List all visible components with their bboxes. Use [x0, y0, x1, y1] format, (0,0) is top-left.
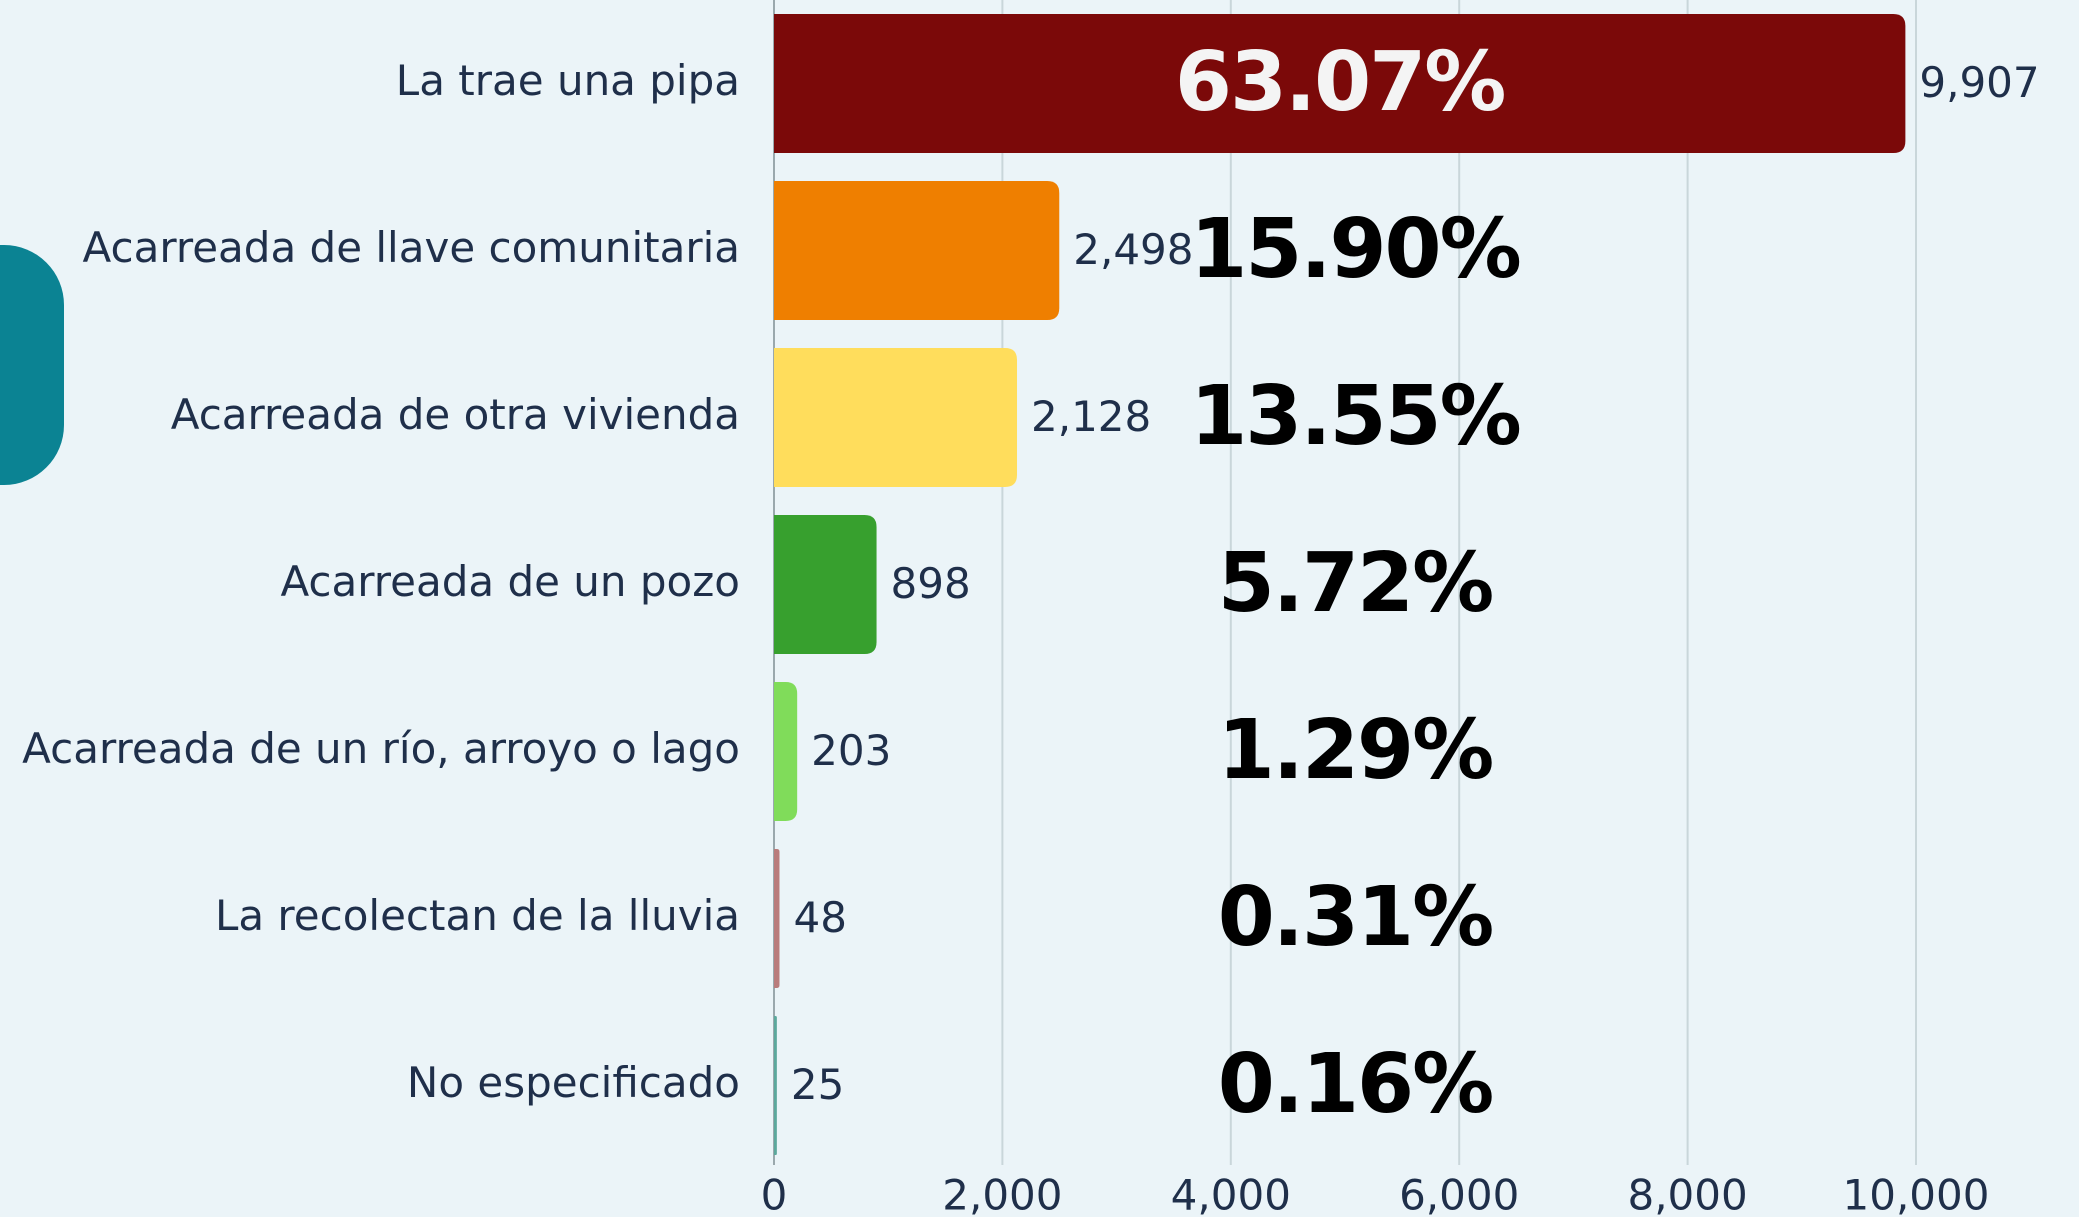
value-label: 25	[791, 1060, 844, 1109]
bar	[774, 849, 780, 988]
percent-label: 0.16%	[1218, 1037, 1492, 1132]
category-label: Acarreada de un pozo	[280, 557, 740, 606]
value-label: 203	[811, 726, 891, 775]
percent-label: 5.72%	[1218, 536, 1492, 631]
x-tick-label: 6,000	[1399, 1171, 1519, 1217]
percent-label: 1.29%	[1218, 703, 1492, 798]
bar	[774, 1016, 777, 1155]
value-label: 48	[793, 893, 846, 942]
bar	[774, 348, 1018, 487]
category-label: No especificado	[407, 1058, 740, 1107]
percent-label: 13.55%	[1190, 369, 1520, 464]
x-tick-label: 2,000	[942, 1171, 1062, 1217]
x-tick-label: 8,000	[1627, 1171, 1747, 1217]
decor-shape	[0, 245, 64, 485]
category-label: Acarreada de un río, arroyo o lago	[22, 724, 740, 773]
x-tick-label: 10,000	[1843, 1171, 1990, 1217]
bar	[774, 682, 798, 821]
percent-label: 0.31%	[1218, 870, 1492, 965]
x-tick-label: 0	[761, 1171, 788, 1217]
category-label: La recolectan de la lluvia	[215, 891, 740, 940]
value-label: 9,907	[1919, 58, 2039, 107]
bar	[774, 181, 1060, 320]
bar	[774, 14, 1906, 153]
value-label: 898	[891, 559, 971, 608]
x-tick-label: 4,000	[1171, 1171, 1291, 1217]
value-label: 2,498	[1073, 225, 1193, 274]
percent-label: 15.90%	[1190, 202, 1520, 297]
category-label: Acarreada de llave comunitaria	[83, 223, 740, 272]
percent-label: 63.07%	[1175, 35, 1505, 130]
category-label: Acarreada de otra vivienda	[171, 390, 740, 439]
bar	[774, 515, 877, 654]
value-label: 2,128	[1031, 392, 1151, 441]
category-label: La trae una pipa	[396, 56, 740, 105]
